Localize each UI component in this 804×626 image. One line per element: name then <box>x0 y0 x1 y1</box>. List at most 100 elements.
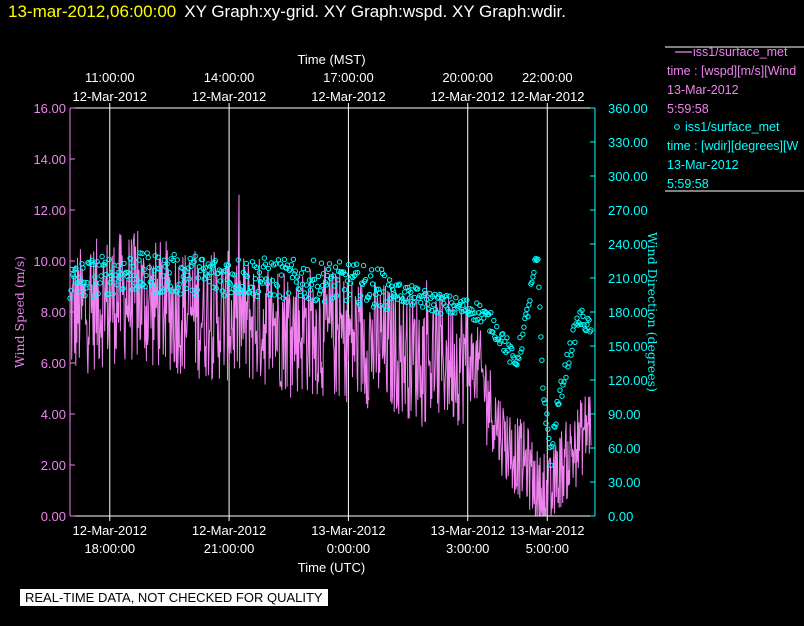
wdir-point <box>578 321 584 328</box>
wdir-point <box>146 264 152 271</box>
wdir-point <box>497 340 503 347</box>
wdir-point <box>461 297 467 303</box>
wdir-point <box>304 267 311 273</box>
top-tick-date: 12-Mar-2012 <box>73 89 147 104</box>
wdir-point <box>296 286 303 293</box>
wdir-point <box>403 284 409 291</box>
bottom-tick-time: 0:00:00 <box>327 541 370 556</box>
wdir-point <box>546 435 552 442</box>
wdir-point <box>72 266 78 273</box>
wdir-point <box>202 265 209 271</box>
wdir-point <box>156 266 162 272</box>
wdir-point <box>192 253 198 259</box>
wdir-point <box>206 278 213 285</box>
wdir-point <box>377 303 384 309</box>
wdir-point <box>321 298 328 305</box>
wdir-point <box>189 287 195 293</box>
wdir-point <box>141 266 147 273</box>
wdir-point <box>474 300 480 306</box>
wdir-point <box>536 284 542 290</box>
wdir-point <box>262 261 269 267</box>
wdir-point <box>579 307 585 313</box>
wdir-point <box>166 270 172 276</box>
wdir-point <box>367 273 374 279</box>
right-tick-label: 270.00 <box>608 203 648 218</box>
wdir-point <box>194 287 200 293</box>
wdir-point <box>253 264 260 271</box>
top-tick-date: 12-Mar-2012 <box>311 89 385 104</box>
wdir-point <box>78 278 84 284</box>
wdir-point <box>106 256 112 263</box>
top-tick-date: 12-Mar-2012 <box>192 89 266 104</box>
wdir-point <box>178 264 184 271</box>
wdir-point <box>310 257 317 263</box>
y-axis-right-title: Wind Direction (degrees) <box>645 232 660 392</box>
wdir-point <box>113 272 119 278</box>
wdir-point <box>586 317 592 323</box>
wdir-point <box>235 257 242 263</box>
wdir-point <box>509 345 515 352</box>
wdir-point <box>500 331 506 337</box>
wdir-point <box>525 314 531 320</box>
wdir-point <box>155 254 161 260</box>
wdir-point <box>444 293 450 299</box>
wdir-point <box>369 281 376 287</box>
wdir-point <box>314 283 321 290</box>
right-tick-label: 30.00 <box>608 475 641 490</box>
bottom-tick-time: 3:00:00 <box>446 541 489 556</box>
wdir-point <box>316 291 323 297</box>
wdir-point <box>326 261 333 267</box>
wdir-point <box>275 257 282 263</box>
wdir-point <box>176 281 182 287</box>
wdir-point <box>341 287 348 293</box>
wdir-point <box>81 279 87 285</box>
right-tick-label: 180.00 <box>608 305 648 320</box>
title-date: 13-mar-2012,06:00:00 <box>8 2 177 21</box>
legend-variable: time : [wspd][m/s][Wind <box>667 64 796 78</box>
left-tick-label: 12.00 <box>33 203 66 218</box>
wdir-point <box>347 280 354 286</box>
wdir-point <box>404 299 410 306</box>
legend-variable: time : [wdir][degrees][W <box>667 139 798 153</box>
wdir-point <box>221 292 228 299</box>
wdir-point <box>457 301 463 307</box>
wdir-point <box>538 334 544 340</box>
quality-disclaimer: REAL-TIME DATA, NOT CHECKED FOR QUALITY <box>20 589 328 606</box>
wdir-point <box>460 302 466 308</box>
top-tick-date: 12-Mar-2012 <box>510 89 584 104</box>
wdir-point <box>569 347 575 354</box>
wdir-point <box>563 374 569 381</box>
wdir-point <box>370 304 377 310</box>
wdir-point <box>163 286 169 293</box>
wdir-point <box>329 295 336 301</box>
wdir-point <box>519 346 525 352</box>
wdir-point <box>121 260 127 267</box>
wdir-point <box>255 288 262 295</box>
wdir-point <box>343 297 350 304</box>
wdir-point <box>518 349 524 355</box>
wdir-point <box>290 256 297 262</box>
wdir-point <box>97 280 103 286</box>
left-tick-label: 6.00 <box>41 356 66 371</box>
legend-time: 5:59:58 <box>667 177 709 191</box>
wdir-point <box>408 289 414 295</box>
wdir-point <box>252 276 259 282</box>
wdir-point <box>288 262 295 268</box>
wdir-point <box>371 301 378 307</box>
title-graphs: XY Graph:xy-grid. XY Graph:wspd. XY Grap… <box>184 2 566 21</box>
wdir-point <box>504 335 510 341</box>
wdir-point <box>499 331 505 338</box>
wdir-point <box>345 261 352 268</box>
wdir-point <box>350 262 357 268</box>
wdir-point <box>130 264 136 270</box>
wdir-point <box>305 295 312 302</box>
wdir-point <box>144 250 150 256</box>
wdir-point <box>181 278 187 285</box>
wdir-point <box>293 279 300 285</box>
bottom-tick-time: 5:00:00 <box>526 541 569 556</box>
wdir-point <box>109 269 115 276</box>
top-tick-time: 20:00:00 <box>442 70 493 85</box>
wdir-point <box>351 272 358 279</box>
wdir-point <box>256 269 263 276</box>
wdir-point <box>243 260 250 267</box>
